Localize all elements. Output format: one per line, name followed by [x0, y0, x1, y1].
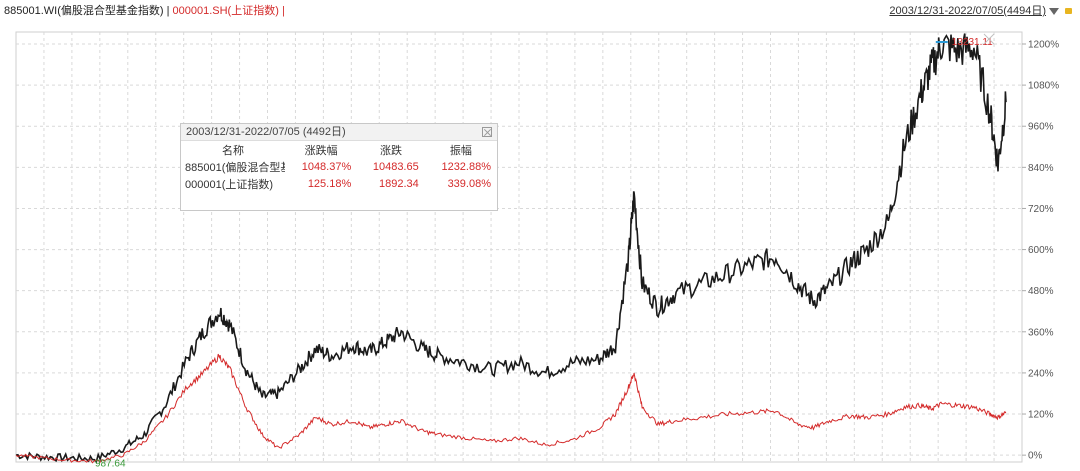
y-tick-label: 960%: [1028, 122, 1054, 133]
column-header: 振幅: [449, 144, 472, 157]
row-amp: 339.08%: [447, 177, 491, 190]
y-tick-label: 1080%: [1028, 81, 1059, 92]
y-tick-label: 600%: [1028, 245, 1054, 256]
date-range-text[interactable]: 2003/12/31-2022/07/05(4494日): [889, 5, 1046, 17]
table-row: 000001(上证指数) 125.18% 1892.34 339.08%: [181, 175, 497, 192]
column-header: 涨跌幅: [304, 144, 338, 157]
chart-area[interactable]: 1200% 1080% 960% 840% 720% 600% 480% 360% 240% 12…: [0, 18, 1080, 471]
y-tick-label: 240%: [1028, 368, 1054, 379]
series-line-000001[interactable]: [15, 353, 1007, 464]
close-icon: [983, 33, 995, 45]
date-range-selector[interactable]: 2003/12/31-2022/07/05(4494日): [889, 2, 1072, 18]
series-line-885001[interactable]: [15, 33, 1007, 464]
row-pct: 125.18%: [307, 177, 352, 190]
column-header: 名称: [222, 144, 244, 157]
chart-header: 885001.WI(偏股混合型基金指数) | 000001.SH(上证指数) |…: [0, 0, 1080, 18]
separator: |: [278, 5, 285, 17]
y-tick-label: 720%: [1028, 204, 1054, 215]
row-name: 885001(偏股混合型基: [185, 161, 285, 174]
series2-label[interactable]: 000001.SH(上证指数): [172, 5, 279, 17]
y-tick-label: 120%: [1028, 410, 1054, 421]
separator: |: [163, 5, 173, 17]
max-value-label: 13231.11: [952, 37, 993, 48]
y-tick-label: 1200%: [1028, 39, 1059, 50]
y-tick-label: 360%: [1028, 327, 1054, 338]
close-icon[interactable]: [482, 127, 492, 137]
dropdown-arrow-icon[interactable]: [1049, 7, 1059, 15]
y-tick-label: 0%: [1028, 451, 1043, 462]
row-chg: 10483.65: [372, 160, 419, 173]
table-row: 885001(偏股混合型基 1048.37% 10483.65 1232.88%: [181, 158, 497, 175]
row-pct: 1048.37%: [301, 160, 352, 173]
stats-tooltip[interactable]: 2003/12/31-2022/07/05 (4492日) 名称 涨跌幅 涨跌 …: [180, 123, 498, 211]
lock-icon[interactable]: [1065, 8, 1072, 15]
row-amp: 1232.88%: [441, 160, 491, 173]
y-tick-label: 480%: [1028, 286, 1054, 297]
table-header-row: 名称 涨跌幅 涨跌 振幅: [181, 141, 497, 158]
series-legend: 885001.WI(偏股混合型基金指数) | 000001.SH(上证指数) |: [4, 2, 285, 18]
row-chg: 1892.34: [378, 177, 419, 190]
stats-table: 名称 涨跌幅 涨跌 振幅 885001(偏股混合型基 1048.37% 1048…: [181, 141, 497, 192]
line-chart[interactable]: 1200% 1080% 960% 840% 720% 600% 480% 360% 240% 12…: [0, 18, 1080, 471]
y-tick-label: 840%: [1028, 163, 1054, 174]
column-header: 涨跌: [379, 144, 402, 157]
series1-label[interactable]: 885001.WI(偏股混合型基金指数): [4, 5, 164, 17]
tooltip-header: 2003/12/31-2022/07/05 (4492日): [181, 124, 497, 141]
tooltip-title: 2003/12/31-2022/07/05 (4492日): [186, 126, 346, 138]
row-name: 000001(上证指数): [185, 178, 274, 191]
min-value-label: 987.64: [95, 459, 126, 470]
